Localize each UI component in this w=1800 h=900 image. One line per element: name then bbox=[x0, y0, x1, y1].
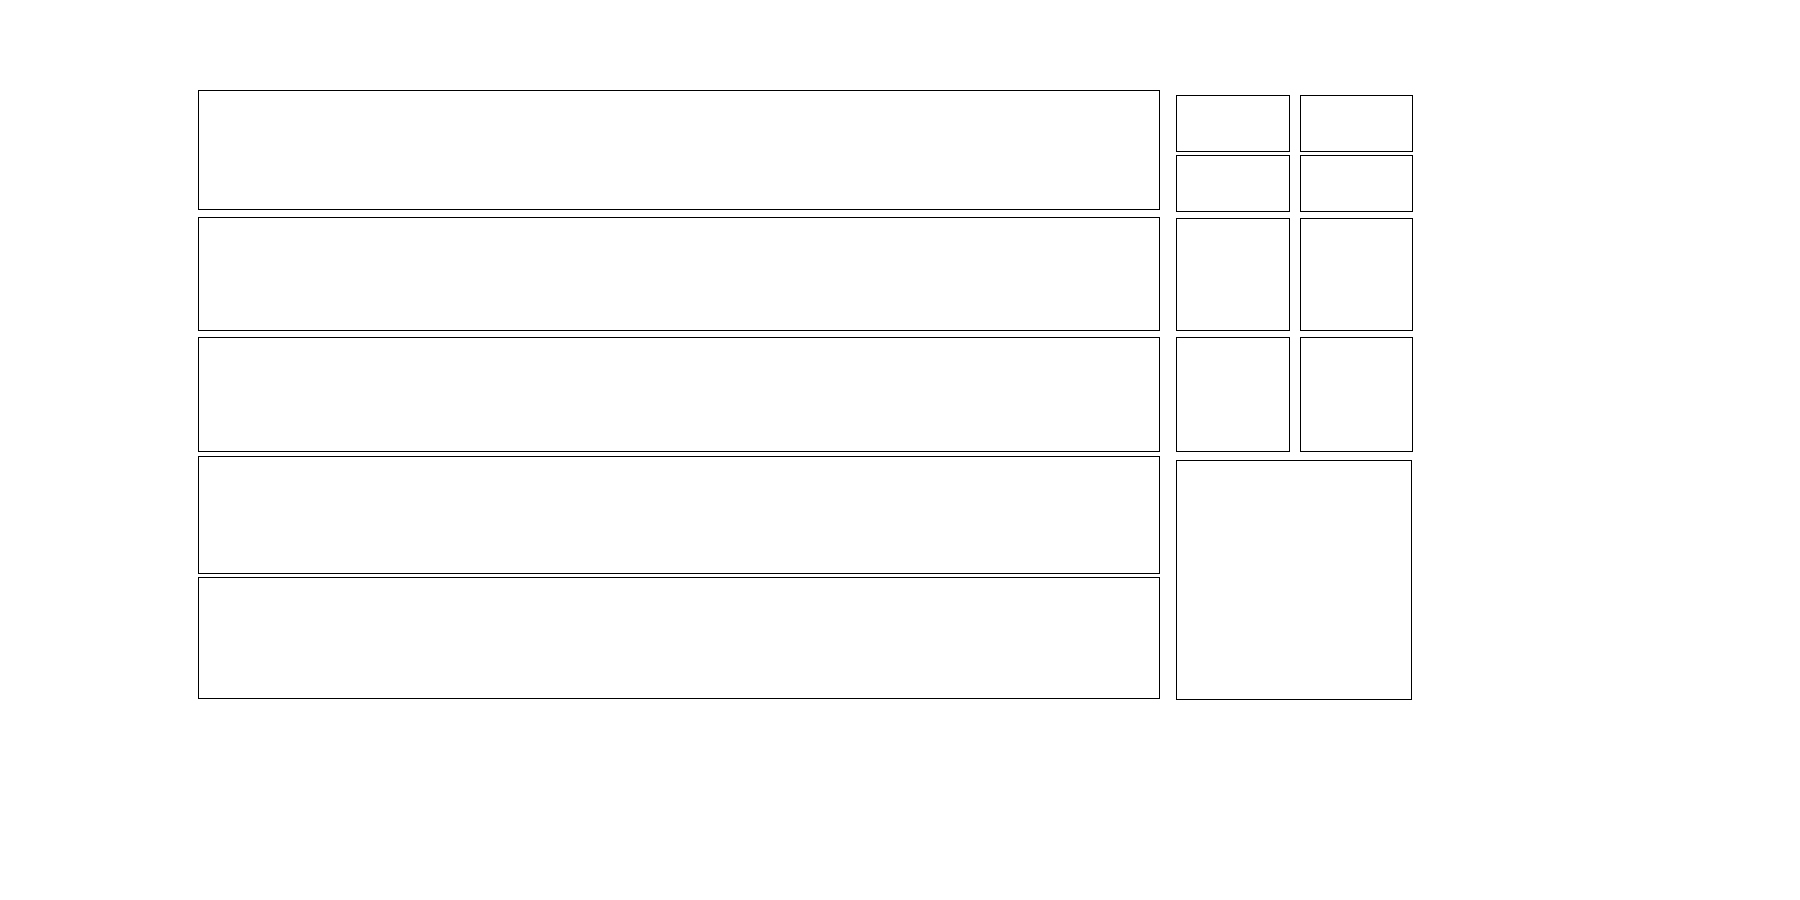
waveform-panel-z bbox=[198, 337, 1160, 452]
r-original-canvas bbox=[1177, 96, 1289, 151]
particle-motion-original-canvas bbox=[1177, 338, 1289, 451]
t-original-canvas bbox=[1177, 156, 1289, 211]
t-trace-canvas bbox=[199, 578, 1159, 698]
particle-motion-corrected-panel bbox=[1300, 337, 1413, 452]
waveform-panel-e bbox=[198, 217, 1160, 331]
n-trace-canvas bbox=[199, 91, 1159, 209]
energy-map-canvas bbox=[1177, 461, 1411, 699]
r-original-panel bbox=[1176, 95, 1290, 152]
waveform-panel-n bbox=[198, 90, 1160, 210]
particle-motion-corrected-canvas bbox=[1301, 338, 1412, 451]
r-corrected-panel bbox=[1300, 95, 1413, 152]
t-corrected-canvas bbox=[1301, 156, 1412, 211]
overlay-corrected-canvas bbox=[1301, 219, 1412, 330]
e-trace-canvas bbox=[199, 218, 1159, 330]
overlay-original-canvas bbox=[1177, 219, 1289, 330]
r-trace-canvas bbox=[199, 457, 1159, 573]
t-corrected-panel bbox=[1300, 155, 1413, 212]
particle-motion-original-panel bbox=[1176, 337, 1290, 452]
energy-map-panel bbox=[1176, 460, 1412, 700]
t-original-panel bbox=[1176, 155, 1290, 212]
overlay-original-panel bbox=[1176, 218, 1290, 331]
waveform-panel-r bbox=[198, 456, 1160, 574]
waveform-panel-t bbox=[198, 577, 1160, 699]
overlay-corrected-panel bbox=[1300, 218, 1413, 331]
r-corrected-canvas bbox=[1301, 96, 1412, 151]
z-trace-canvas bbox=[199, 338, 1159, 451]
